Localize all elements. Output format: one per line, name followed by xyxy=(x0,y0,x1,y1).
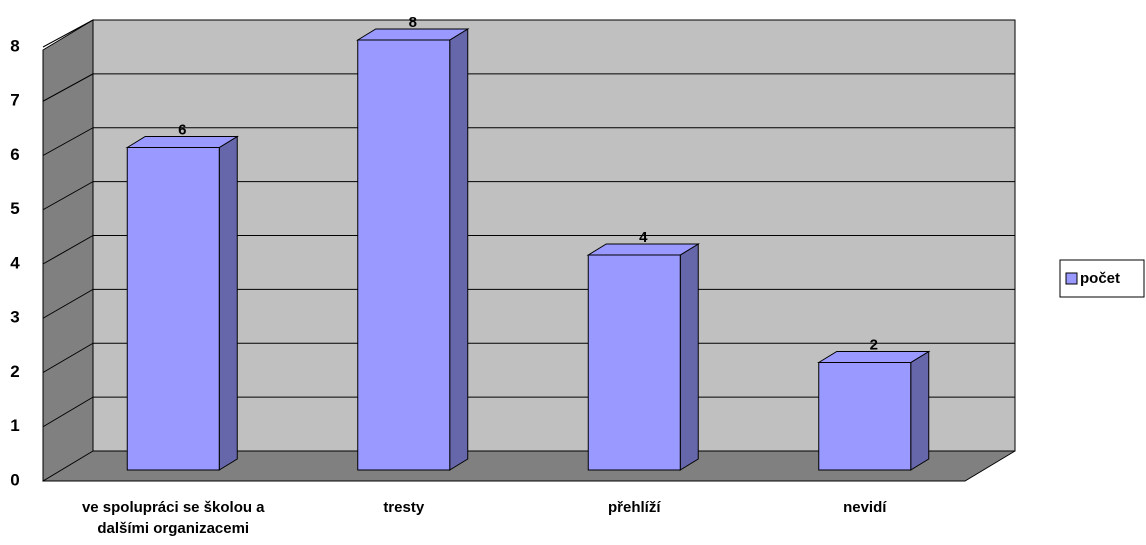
bar-side xyxy=(910,350,930,471)
grid-line-side xyxy=(42,396,94,428)
grid-line-side xyxy=(42,127,94,156)
x-tick-label: přehlíží xyxy=(607,499,661,516)
data-label: 2 xyxy=(870,336,878,353)
y-tick-label: 6 xyxy=(10,145,19,164)
grid-line-side xyxy=(42,288,94,319)
x-tick-label: tresty xyxy=(383,499,425,516)
floor xyxy=(43,451,1015,481)
legend-box xyxy=(1059,259,1145,298)
y-tick-label: 4 xyxy=(10,253,20,272)
x-tick-label: nevidí xyxy=(843,499,887,516)
y-tick-label: 2 xyxy=(10,362,19,381)
y-tick-label: 5 xyxy=(10,199,19,218)
bar-front xyxy=(587,254,681,471)
x-tick-label: ve spolupráci se školou a dalšími organi… xyxy=(81,499,265,537)
legend-label: počet xyxy=(1080,270,1120,287)
y-tick-label: 3 xyxy=(10,308,19,327)
grid-line-side xyxy=(42,342,94,373)
grid-line-side xyxy=(42,181,94,211)
bar xyxy=(586,243,701,471)
y-tick-label: 8 xyxy=(10,36,19,55)
y-tick-label: 7 xyxy=(10,91,19,110)
bar-side xyxy=(679,243,699,471)
data-label: 4 xyxy=(639,229,648,246)
bar xyxy=(355,28,470,471)
bar-side xyxy=(449,28,469,471)
data-label: 8 xyxy=(409,14,417,31)
floor-edge xyxy=(43,450,1016,482)
grid-line-side xyxy=(42,19,94,48)
grid-line-side xyxy=(42,235,94,265)
y-tick-label: 0 xyxy=(10,470,19,489)
legend-swatch xyxy=(1065,272,1078,285)
bar xyxy=(125,135,240,471)
bar-front xyxy=(126,147,220,471)
bar-side xyxy=(218,135,238,471)
bar-front xyxy=(357,39,451,471)
data-label: 6 xyxy=(178,121,186,138)
bar-front xyxy=(818,362,912,471)
y-tick-label: 1 xyxy=(10,416,19,435)
grid-line-side xyxy=(42,73,94,102)
bar xyxy=(816,350,931,471)
